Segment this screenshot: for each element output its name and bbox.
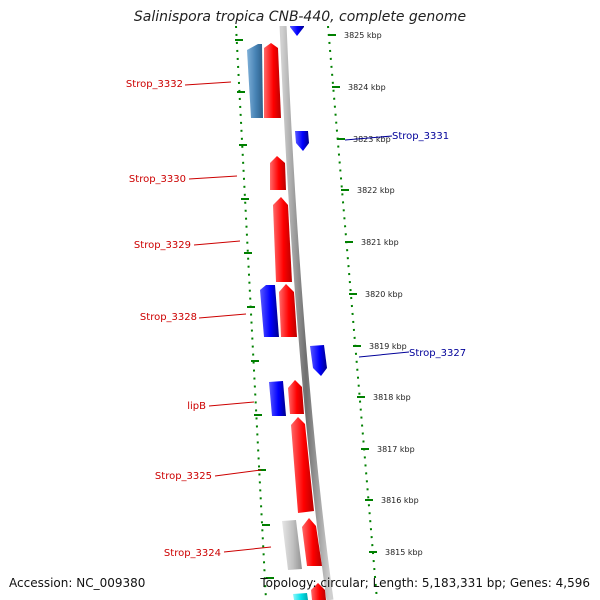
gene-label: Strop_3331 <box>392 131 449 142</box>
scale-tick-label: 3816 kbp <box>381 496 419 505</box>
gene-strop-3328-reverse <box>260 285 279 337</box>
gene-lipb-reverse <box>269 381 286 416</box>
gene-label-leader <box>358 351 410 358</box>
scale-tick-label: 3824 kbp <box>348 83 386 92</box>
gene-labels: Strop_3332 Strop_3331 Strop_3330 Strop_3329… <box>126 79 466 559</box>
gene-label: Strop_3329 <box>134 240 191 251</box>
gene-strop-3325 <box>291 417 314 513</box>
map-title: Salinispora tropica CNB-440, complete ge… <box>133 9 467 25</box>
gene-strop-3331 <box>295 131 309 151</box>
topology-text: Topology: circular; Length: 5,183,331 bp… <box>260 576 590 590</box>
gene-label: Strop_3328 <box>140 312 197 323</box>
scale-tick-label: 3821 kbp <box>361 238 399 247</box>
scale-tick-label: 3820 kbp <box>365 290 403 299</box>
scale-tick-label: 3817 kbp <box>377 445 415 454</box>
gene-strop-3324-gray <box>282 520 302 570</box>
gene-label: Strop_3327 <box>409 348 466 359</box>
scale-tick-label: 3822 kbp <box>357 186 395 195</box>
gene-strop-3329 <box>273 197 292 282</box>
gene-label-leader <box>198 313 247 319</box>
gene-label: Strop_3325 <box>155 471 212 482</box>
gene-label: Strop_3332 <box>126 79 183 90</box>
gene-cyan <box>293 593 308 600</box>
scale-tick-label: 3825 kbp <box>344 31 382 40</box>
gene-strop-3332-reverse <box>247 44 263 118</box>
gene-strop-3328-forward <box>279 284 297 337</box>
scale-ticks: 3825 kbp 3824 kbp 3823 kbp 3822 kbp 3821 kbp… <box>328 31 423 557</box>
scale-tick-label: 3818 kbp <box>373 393 411 402</box>
gene-label-leader <box>184 81 232 86</box>
gene-label: Strop_3324 <box>164 548 221 559</box>
genome-backbone <box>279 26 334 600</box>
gene-strop-3330 <box>270 156 286 190</box>
scale-tick-label: 3819 kbp <box>369 342 407 351</box>
accession-text: Accession: NC_009380 <box>9 576 146 590</box>
gene-strop-3325-3327-blue-top <box>290 26 304 36</box>
gene-label: Strop_3330 <box>129 174 186 185</box>
gene-label-leader <box>214 469 262 477</box>
outer-ring-dots <box>327 26 378 600</box>
gene-label-leader <box>223 546 272 553</box>
scale-tick-label: 3823 kbp <box>353 135 391 144</box>
scale-tick-label: 3815 kbp <box>385 548 423 557</box>
gene-label-leader <box>193 240 241 246</box>
gene-label-leader <box>188 175 238 180</box>
gene-strop-3332-forward <box>264 43 281 118</box>
gene-label: lipB <box>187 401 206 412</box>
gene-label-leader <box>344 135 393 141</box>
gene-red-bottom <box>311 583 326 600</box>
gene-label-leader <box>208 401 255 407</box>
gene-strop-3327 <box>310 345 327 376</box>
gene-features <box>247 26 327 600</box>
gene-strop-3324-forward <box>302 518 322 566</box>
gene-lipb-forward <box>288 380 304 414</box>
